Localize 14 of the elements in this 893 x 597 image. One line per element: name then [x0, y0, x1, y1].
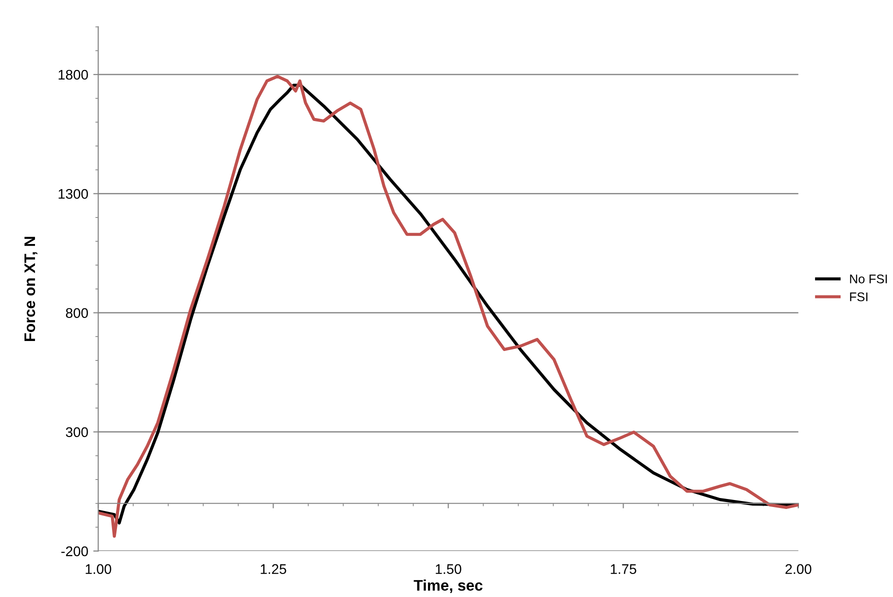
- y-tick-label: 1800: [58, 70, 88, 80]
- y-tick-label: 300: [66, 427, 88, 438]
- x-tick-label: 1.75: [610, 564, 636, 574]
- y-tick-label: 1300: [58, 188, 88, 199]
- x-tick-label: 1.00: [86, 564, 112, 574]
- x-tick-label: 1.50: [436, 564, 462, 574]
- legend-label: No FSI: [850, 274, 887, 284]
- y-tick-label: -200: [61, 546, 88, 556]
- legend-label: FSI: [850, 292, 868, 302]
- y-axis-title: Force on XT, N: [24, 236, 38, 341]
- x-tick-label: 1.25: [260, 564, 286, 574]
- x-axis-title: Time, sec: [414, 580, 483, 593]
- y-tick-label: 800: [66, 308, 88, 318]
- x-tick-label: 2.00: [786, 564, 812, 574]
